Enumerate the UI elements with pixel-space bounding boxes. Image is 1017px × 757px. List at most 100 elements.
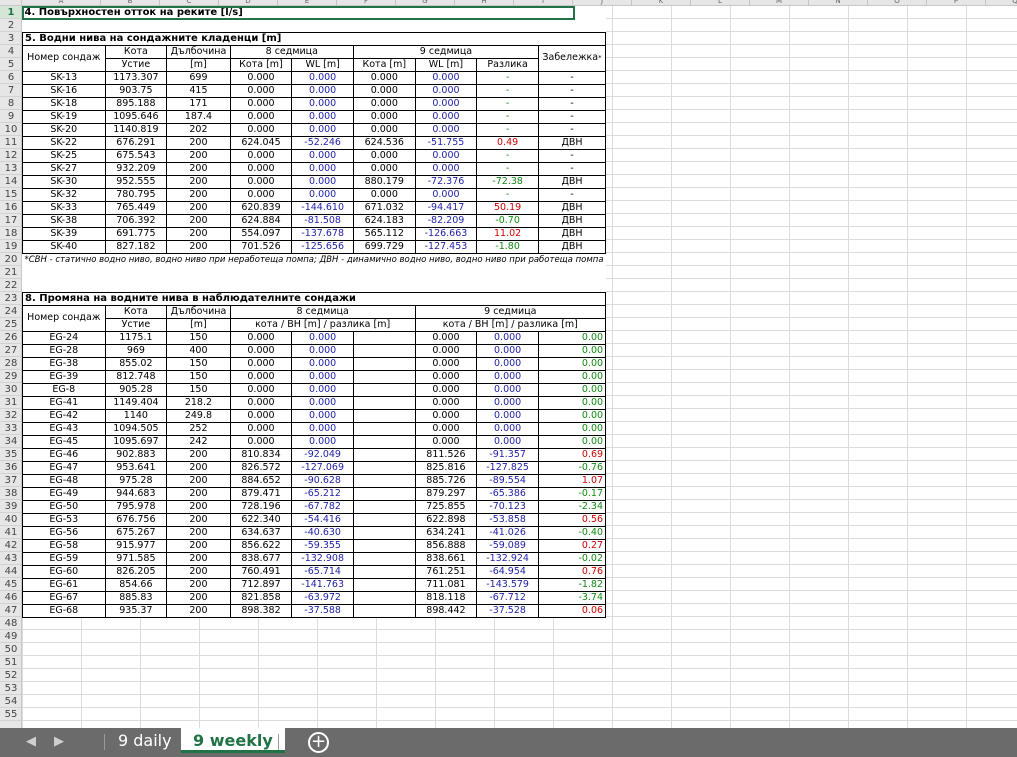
week8-kota[interactable]: 634.637 — [229, 525, 293, 540]
depth-value[interactable]: 200 — [166, 525, 231, 540]
depth-value[interactable]: 200 — [166, 538, 231, 553]
kota-value[interactable]: 691.775 — [104, 226, 168, 241]
diff-value[interactable]: - — [476, 148, 539, 163]
week9-diff[interactable]: 0.00 — [537, 343, 607, 358]
kota-value[interactable]: 706.392 — [104, 213, 168, 228]
week9-diff[interactable]: 0.00 — [537, 382, 607, 397]
borehole-id[interactable]: EG-38 — [22, 356, 106, 371]
week8-kota[interactable]: 728.196 — [229, 499, 293, 514]
row-header[interactable]: 29 — [0, 370, 21, 383]
kota-value[interactable]: 903.75 — [104, 83, 168, 98]
kota-value[interactable]: 1095.697 — [104, 434, 168, 449]
week9-kota[interactable]: 0.000 — [414, 395, 478, 410]
kota-value[interactable]: 944.683 — [104, 486, 168, 501]
note-value[interactable]: ДВН — [537, 213, 607, 228]
week9-kota[interactable]: 0.000 — [352, 109, 416, 124]
spreadsheet-grid[interactable]: 4. Повърхностен отток на реките [l/s] 5. … — [22, 6, 1017, 728]
row-header[interactable]: 8 — [0, 97, 21, 110]
header-diff[interactable]: Разлика — [476, 57, 539, 72]
kota-value[interactable]: 812.748 — [104, 369, 168, 384]
kota-value[interactable]: 932.209 — [104, 161, 168, 176]
row-header[interactable]: 7 — [0, 84, 21, 97]
kota-value[interactable]: 827.182 — [104, 239, 168, 254]
depth-value[interactable]: 150 — [166, 330, 231, 345]
column-header[interactable]: P — [927, 0, 986, 5]
week9-kota[interactable]: 811.526 — [414, 447, 478, 462]
row-header[interactable]: 48 — [0, 617, 21, 630]
row-header[interactable]: 51 — [0, 656, 21, 669]
note-value[interactable]: - — [537, 148, 607, 163]
row-header[interactable]: 38 — [0, 487, 21, 500]
week9-wl[interactable]: 0.000 — [476, 356, 539, 371]
borehole-id[interactable]: SK-25 — [22, 148, 106, 163]
week9-diff[interactable]: 0.76 — [537, 564, 607, 579]
depth-value[interactable]: 218.2 — [166, 395, 231, 410]
week9-kota[interactable]: 634.241 — [414, 525, 478, 540]
diff-value[interactable]: - — [476, 70, 539, 85]
diff-value[interactable]: 0.49 — [476, 135, 539, 150]
row-header[interactable]: 6 — [0, 71, 21, 84]
tab-9-weekly[interactable]: 9 weekly — [181, 728, 285, 753]
week9-kota[interactable]: 879.297 — [414, 486, 478, 501]
week8-kota[interactable]: 884.652 — [229, 473, 293, 488]
borehole-id[interactable]: SK-22 — [22, 135, 106, 150]
week8-diff[interactable] — [352, 512, 416, 527]
depth-value[interactable]: 200 — [166, 486, 231, 501]
borehole-id[interactable]: SK-16 — [22, 83, 106, 98]
week8-kota[interactable]: 0.000 — [229, 395, 293, 410]
borehole-id[interactable]: EG-47 — [22, 460, 106, 475]
header-depth-unit[interactable]: [m] — [166, 317, 231, 332]
kota-value[interactable]: 895.188 — [104, 96, 168, 111]
week9-kota[interactable]: 699.729 — [352, 239, 416, 254]
week8-kota[interactable]: 810.834 — [229, 447, 293, 462]
borehole-id[interactable]: EG-28 — [22, 343, 106, 358]
week9-wl[interactable]: -82.209 — [414, 213, 478, 228]
week9-wl[interactable]: 0.000 — [414, 109, 478, 124]
borehole-id[interactable]: EG-45 — [22, 434, 106, 449]
depth-value[interactable]: 200 — [166, 447, 231, 462]
column-header[interactable]: E — [278, 0, 337, 5]
header-borehole-number[interactable]: Номер сондаж — [22, 44, 106, 72]
week8-kota[interactable]: 0.000 — [229, 421, 293, 436]
depth-value[interactable]: 200 — [166, 148, 231, 163]
week8-wl[interactable]: -137.678 — [291, 226, 354, 241]
depth-value[interactable]: 150 — [166, 369, 231, 384]
week8-wl[interactable]: 0.000 — [291, 421, 354, 436]
week8-wl[interactable]: 0.000 — [291, 83, 354, 98]
week9-diff[interactable]: 0.00 — [537, 421, 607, 436]
week8-wl[interactable]: -52.246 — [291, 135, 354, 150]
kota-value[interactable]: 1149.404 — [104, 395, 168, 410]
week8-kota[interactable]: 821.858 — [229, 590, 293, 605]
week8-diff[interactable] — [352, 447, 416, 462]
row-header[interactable]: 47 — [0, 604, 21, 617]
column-header[interactable]: A — [22, 0, 101, 5]
row-header[interactable]: 46 — [0, 591, 21, 604]
borehole-id[interactable]: EG-42 — [22, 408, 106, 423]
depth-value[interactable]: 242 — [166, 434, 231, 449]
week8-kota[interactable]: 0.000 — [229, 343, 293, 358]
depth-value[interactable]: 249.8 — [166, 408, 231, 423]
row-header[interactable]: 3 — [0, 32, 21, 45]
row-header[interactable]: 53 — [0, 682, 21, 695]
row-header[interactable]: 34 — [0, 435, 21, 448]
week9-wl[interactable]: -127.453 — [414, 239, 478, 254]
week8-wl[interactable]: 0.000 — [291, 382, 354, 397]
week8-wl[interactable]: -81.508 — [291, 213, 354, 228]
week8-wl[interactable]: -54.416 — [291, 512, 354, 527]
week9-kota[interactable]: 818.118 — [414, 590, 478, 605]
row-header[interactable]: 22 — [0, 279, 21, 292]
row-header[interactable]: 43 — [0, 552, 21, 565]
week9-kota[interactable]: 880.179 — [352, 174, 416, 189]
depth-value[interactable]: 200 — [166, 226, 231, 241]
week9-wl[interactable]: 0.000 — [476, 343, 539, 358]
kota-value[interactable]: 952.555 — [104, 174, 168, 189]
depth-value[interactable]: 200 — [166, 564, 231, 579]
week8-wl[interactable]: 0.000 — [291, 109, 354, 124]
depth-value[interactable]: 699 — [166, 70, 231, 85]
week8-kota[interactable]: 712.897 — [229, 577, 293, 592]
week8-wl[interactable]: -90.628 — [291, 473, 354, 488]
header-wl-m[interactable]: WL [m] — [414, 57, 478, 72]
column-header[interactable]: K — [632, 0, 691, 5]
note-value[interactable]: ДВН — [537, 200, 607, 215]
week9-diff[interactable]: 0.00 — [537, 356, 607, 371]
